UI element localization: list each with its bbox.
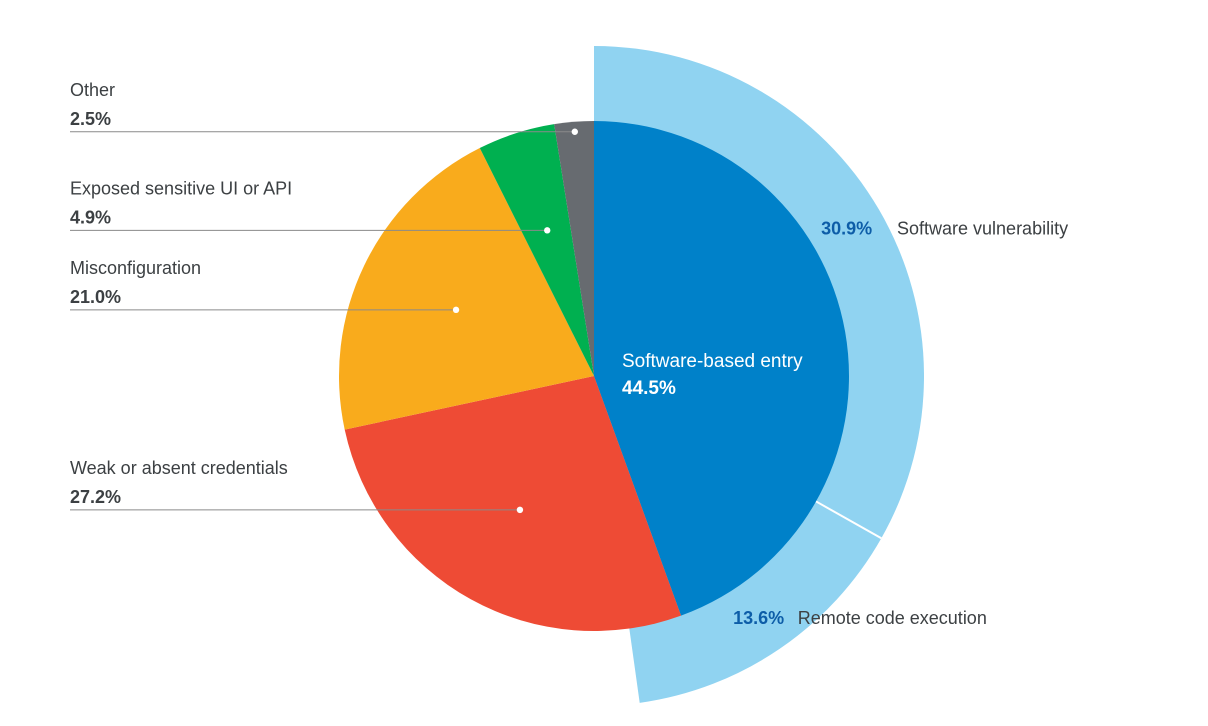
ring-label-remote-code-execution: Remote code execution xyxy=(798,608,987,628)
slice-value-exposed-sensitive-ui-or-api: 4.9% xyxy=(70,207,111,227)
ring-value-software-vulnerability: 30.9% xyxy=(821,219,872,239)
leader-dot-weak-or-absent-credentials xyxy=(516,506,524,514)
slice-label-software-based-entry: Software-based entry xyxy=(622,351,803,372)
leader-lines xyxy=(70,128,578,514)
slice-label-other: Other xyxy=(70,80,115,100)
ring-value-remote-code-execution: 13.6% xyxy=(733,608,784,628)
slice-label-weak-or-absent-credentials: Weak or absent credentials xyxy=(70,458,288,478)
leader-dot-other xyxy=(571,128,578,135)
slice-value-other: 2.5% xyxy=(70,109,111,129)
pie-slices xyxy=(339,121,850,631)
slice-exposed-sensitive-ui-or-api xyxy=(479,124,594,377)
slice-value-weak-or-absent-credentials: 27.2% xyxy=(70,487,121,507)
slice-label-exposed-sensitive-ui-or-api: Exposed sensitive UI or API xyxy=(70,178,292,198)
slice-software-based-entry xyxy=(594,121,850,616)
slice-value-misconfiguration: 21.0% xyxy=(70,287,121,307)
ring-label-software-vulnerability: Software vulnerability xyxy=(897,219,1068,239)
slice-labels: Weak or absent credentials 27.2% Misconfig… xyxy=(70,80,1068,628)
leader-dot-exposed-sensitive-ui-or-api xyxy=(544,227,551,234)
ring-divider xyxy=(813,499,882,540)
leader-dot-misconfiguration xyxy=(452,306,460,314)
slice-misconfiguration xyxy=(339,148,594,430)
slice-other xyxy=(554,121,594,376)
slice-value-software-based-entry: 44.5% xyxy=(622,378,676,399)
slice-label-misconfiguration: Misconfiguration xyxy=(70,258,201,278)
slice-weak-or-absent-credentials xyxy=(344,376,682,631)
